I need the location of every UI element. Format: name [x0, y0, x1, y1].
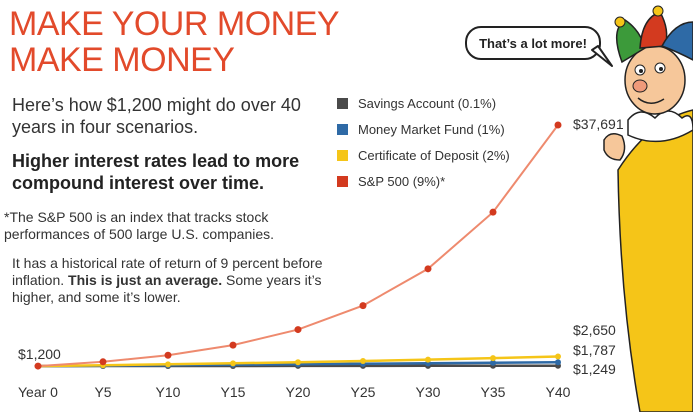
legend-label-sp500: S&P 500 (9%)*	[358, 173, 446, 189]
x-tick-label: Year 0	[18, 384, 58, 400]
speech-bubble: That’s a lot more!	[465, 26, 613, 67]
title-line-1: MAKE YOUR MONEY	[9, 5, 340, 43]
sp500-point	[424, 265, 432, 273]
sp500-point	[34, 362, 42, 370]
footnote: *The S&P 500 is an index that tracks sto…	[4, 209, 324, 243]
cd-point	[490, 355, 496, 362]
money-market-point	[490, 359, 496, 366]
x-tick-label: Y20	[286, 384, 311, 400]
cd-point	[425, 356, 431, 363]
legend-swatch-savings	[337, 97, 348, 109]
legend-label-savings: Savings Account (0.1%)	[358, 95, 497, 111]
x-tick-label: Y25	[351, 384, 376, 400]
footnote-text: The S&P 500 is an index that tracks stoc…	[4, 209, 275, 242]
cd-point	[165, 361, 171, 368]
sp500-point	[229, 341, 237, 349]
jester-mascot-illustration	[603, 5, 693, 412]
legend-label-cd: Certificate of Deposit (2%)	[358, 147, 510, 163]
x-tick-label: Y35	[481, 384, 506, 400]
chart-legend: Savings Account (0.1%) Money Market Fund…	[337, 90, 510, 194]
average-note: It has a historical rate of return of 9 …	[12, 255, 332, 306]
legend-item-cd: Certificate of Deposit (2%)	[337, 142, 510, 168]
legend-item-sp500: S&P 500 (9%)*	[337, 168, 510, 194]
sp500-point	[554, 121, 562, 129]
cd-point	[555, 353, 561, 360]
speech-bubble-text: That’s a lot more!	[479, 36, 587, 51]
x-tick-label: Y15	[221, 384, 246, 400]
legend-item-savings: Savings Account (0.1%)	[337, 90, 510, 116]
sp500-end-value-label: $37,691	[573, 116, 624, 132]
legend-swatch-cd	[337, 149, 348, 161]
cd-point	[295, 359, 301, 366]
sp500-point	[294, 326, 302, 334]
title-line-2: MAKE MONEY	[9, 41, 235, 79]
footnote-marker: *	[4, 209, 10, 225]
x-tick-label: Y30	[416, 384, 441, 400]
sp500-point	[99, 358, 107, 366]
page-title: MAKE YOUR MONEY MAKE MONEY	[9, 5, 340, 79]
legend-swatch-sp500	[337, 175, 348, 187]
cd-point	[360, 357, 366, 364]
savings-end-value-label: $1,249	[573, 361, 616, 377]
x-tick-label: Y5	[94, 384, 111, 400]
money-market-point	[555, 359, 561, 366]
legend-label-money-market: Money Market Fund (1%)	[358, 121, 505, 137]
cd-point	[230, 360, 236, 367]
average-note-lead: It has a historical rate of return of 9 …	[12, 255, 323, 288]
sp500-point	[164, 351, 172, 359]
average-note-bold: This is just an average.	[68, 272, 223, 288]
legend-swatch-money-market	[337, 123, 348, 135]
start-value-label: $1,200	[18, 346, 61, 362]
legend-item-money-market: Money Market Fund (1%)	[337, 116, 510, 142]
cd-end-value-label: $2,650	[573, 322, 616, 338]
x-tick-label: Y40	[546, 384, 571, 400]
money-market-end-value-label: $1,787	[573, 342, 616, 358]
x-tick-label: Y10	[156, 384, 181, 400]
intro-text: Here’s how $1,200 might do over 40 years…	[12, 95, 301, 137]
highlight-text: Higher interest rates lead to more compo…	[12, 151, 300, 193]
sp500-point	[359, 302, 367, 310]
average-note-tail: Some years it’s higher, and some it’s lo…	[12, 272, 322, 305]
sp500-point	[489, 208, 497, 216]
